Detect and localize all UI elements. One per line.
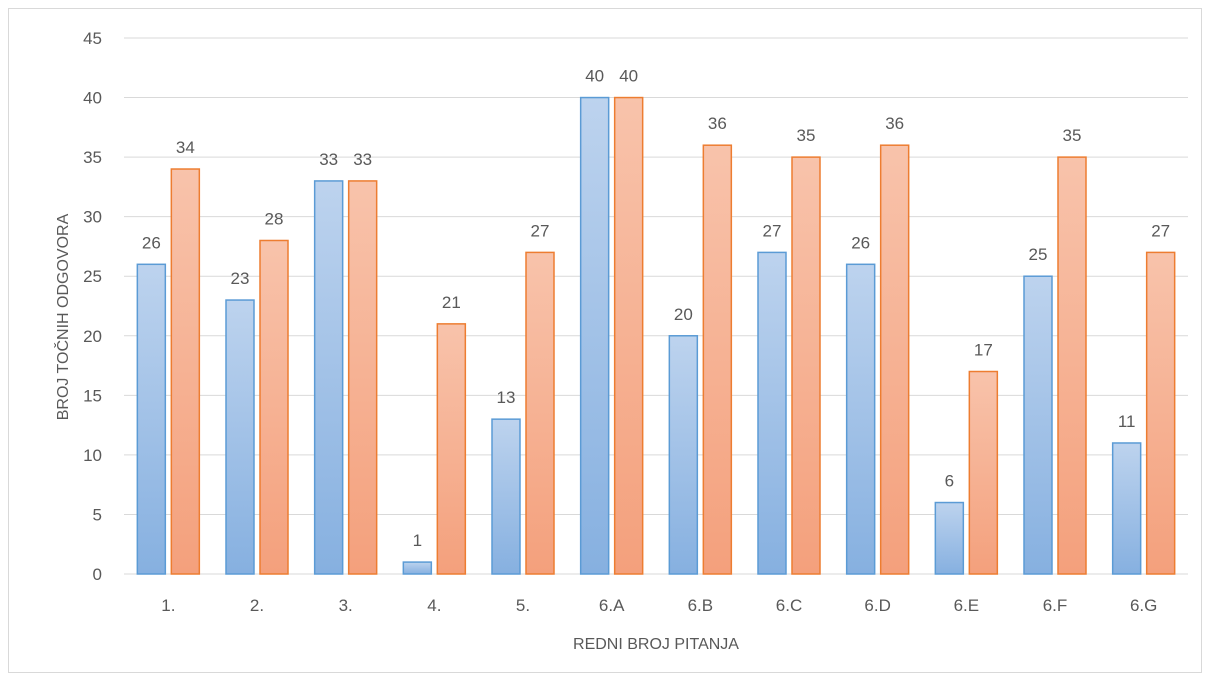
bar-series-2 <box>702 144 733 575</box>
y-tick-label: 20 <box>83 327 102 346</box>
data-label: 23 <box>231 269 250 288</box>
y-tick-label: 25 <box>83 267 102 286</box>
bar-series-2 <box>436 323 467 575</box>
data-label: 17 <box>974 341 993 360</box>
data-label: 13 <box>497 388 516 407</box>
x-tick-label: 3. <box>339 596 353 615</box>
data-label: 11 <box>1118 412 1136 431</box>
bar-series-1 <box>1111 442 1142 575</box>
data-label: 27 <box>1151 221 1170 240</box>
y-tick-label: 45 <box>83 29 102 48</box>
data-label: 40 <box>585 67 604 86</box>
x-tick-label: 1. <box>161 596 175 615</box>
data-label: 20 <box>674 305 693 324</box>
y-tick-label: 5 <box>93 505 102 524</box>
data-label: 33 <box>319 150 338 169</box>
bar-series-1 <box>845 263 876 575</box>
x-tick-label: 6.A <box>599 596 625 615</box>
bar-series-2 <box>968 370 999 575</box>
bar-series-2 <box>791 156 821 575</box>
y-tick-label: 35 <box>83 148 102 167</box>
x-axis-title: REDNI BROJ PITANJA <box>573 636 739 653</box>
data-label: 35 <box>1063 126 1082 145</box>
bar-series-2 <box>1057 156 1087 575</box>
bar-series-2 <box>170 168 201 575</box>
bar-series-2 <box>879 144 910 575</box>
data-label: 6 <box>945 472 954 491</box>
data-label: 26 <box>142 233 161 252</box>
bars <box>136 96 1176 575</box>
data-label: 35 <box>797 126 816 145</box>
x-axis-ticks: 1. 2. 3. 4. 5. 6.A 6.B 6.C 6.D 6.E 6.F 6.G <box>161 596 1157 615</box>
data-label: 26 <box>851 233 870 252</box>
x-tick-label: 6.G <box>1130 596 1157 615</box>
data-label: 27 <box>531 221 550 240</box>
data-label: 21 <box>442 293 461 312</box>
data-label: 40 <box>619 67 638 86</box>
bar-series-2 <box>1145 251 1176 575</box>
data-label: 33 <box>353 150 372 169</box>
x-tick-label: 5. <box>516 596 530 615</box>
y-axis-title: BROJ TOČNIH ODGOVORA <box>53 213 72 420</box>
bar-series-1 <box>579 96 610 575</box>
bar-series-2 <box>259 239 289 575</box>
bar-series-2 <box>613 96 644 575</box>
bar-series-2 <box>525 251 555 575</box>
x-tick-label: 4. <box>427 596 441 615</box>
data-label: 36 <box>885 114 904 133</box>
data-label: 34 <box>176 138 195 157</box>
data-label: 1 <box>413 531 422 550</box>
gridlines <box>124 37 1188 575</box>
x-tick-label: 6.C <box>776 596 802 615</box>
bar-series-1 <box>225 299 255 575</box>
x-tick-label: 6.E <box>954 596 980 615</box>
data-label: 36 <box>708 114 727 133</box>
x-tick-label: 6.B <box>688 596 714 615</box>
data-label: 28 <box>265 209 284 228</box>
bar-series-1 <box>934 501 965 575</box>
data-label: 25 <box>1029 245 1048 264</box>
bar-series-2 <box>347 180 378 575</box>
y-tick-label: 40 <box>83 89 102 108</box>
bar-series-1 <box>491 418 521 575</box>
y-axis-ticks: 0 5 10 15 20 25 30 35 40 45 <box>83 29 102 584</box>
x-tick-label: 6.F <box>1043 596 1068 615</box>
bar-series-1 <box>402 561 433 575</box>
bar-series-1 <box>136 263 167 575</box>
bar-series-1 <box>313 180 344 575</box>
data-labels: 26 34 23 28 33 33 1 21 13 27 40 40 20 36 27 35 26 36 6 17 25… <box>142 67 1170 551</box>
y-tick-label: 30 <box>83 208 102 227</box>
y-tick-label: 10 <box>83 446 102 465</box>
data-label: 27 <box>763 221 782 240</box>
x-tick-label: 6.D <box>864 596 890 615</box>
bar-series-1 <box>668 335 699 575</box>
y-tick-label: 0 <box>93 565 102 584</box>
bar-series-1 <box>1023 275 1053 575</box>
bar-series-1 <box>757 251 787 575</box>
x-tick-label: 2. <box>250 596 264 615</box>
y-tick-label: 15 <box>83 386 102 405</box>
